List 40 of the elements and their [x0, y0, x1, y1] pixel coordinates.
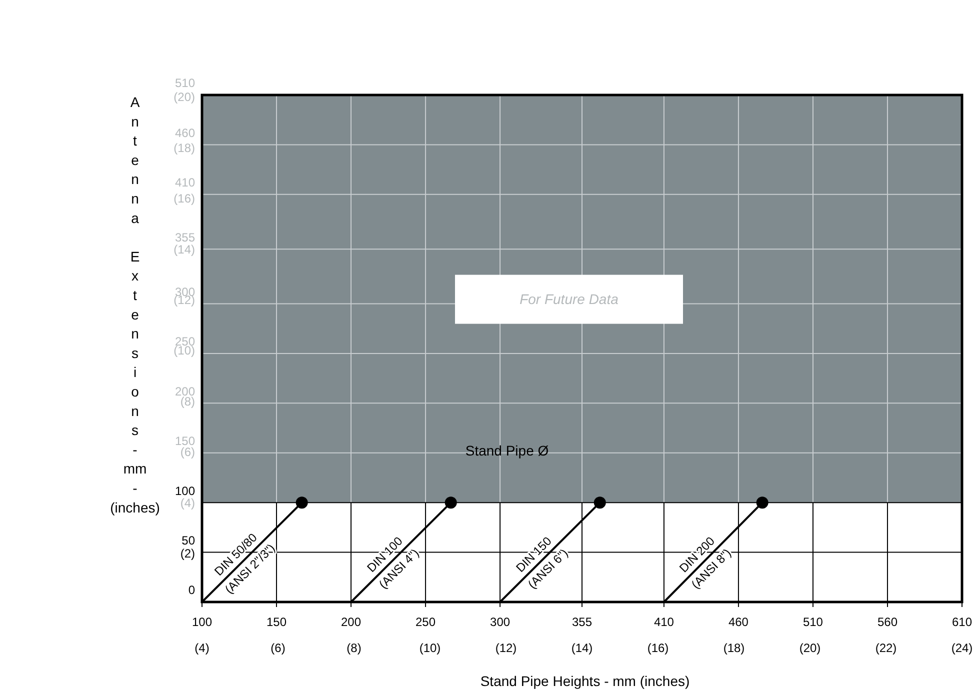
x2-tick-label: (10)	[419, 641, 441, 655]
x2-tick-label: (18)	[723, 641, 745, 655]
annotation: Stand Pipe Ø	[465, 442, 549, 459]
y-tick-label: 460	[174, 126, 196, 140]
y-tick-label: 50	[182, 533, 196, 548]
x2-tick-label: (6)	[270, 641, 286, 655]
y-tick-label: 410	[174, 176, 196, 190]
x2-tick-label: (8)	[346, 641, 362, 655]
y2-tick-label: (4)	[180, 496, 195, 510]
x-tick-label: 300	[490, 615, 510, 629]
y2-tick-label: (18)	[174, 140, 195, 155]
y-tick-label: 100	[174, 484, 196, 498]
x-tick-label: 510	[802, 615, 824, 629]
y2-tick-label: (20)	[174, 90, 195, 104]
y2-tick-label: (14)	[174, 242, 195, 256]
x-tick-label: 355	[572, 615, 592, 629]
band-label: For Future Data	[520, 290, 619, 307]
y2-tick-label: (16)	[174, 192, 195, 206]
text: Antenna Extensions - mm - (inches)	[110, 94, 160, 516]
y-tick-label: 0	[188, 583, 196, 598]
y2-tick-label: (2)	[180, 546, 195, 560]
x2-tick-label: (24)	[951, 641, 973, 655]
note-box: For Future Data	[455, 274, 683, 324]
x-tick-label: 100	[192, 615, 212, 629]
y-tick-label: 355	[174, 230, 196, 244]
x-tick-label: 460	[728, 615, 749, 629]
x-axis-title: Stand Pipe Heights - mm (inches)	[480, 673, 690, 689]
x2-tick-label: (20)	[799, 641, 821, 655]
y-tick-label: 510	[174, 76, 196, 90]
x2-tick-label: (12)	[495, 641, 517, 655]
x2-tick-label: (14)	[571, 641, 593, 655]
x-tick-label: 150	[266, 615, 287, 629]
x2-tick-label: (22)	[875, 641, 897, 655]
x-tick-label: 560	[877, 615, 898, 629]
x-tick-label: 250	[416, 615, 436, 629]
x-tick-label: 610	[952, 615, 972, 629]
x2-tick-label: (16)	[647, 641, 669, 655]
x-tick-label: 200	[341, 615, 362, 629]
x2-tick-label: (4)	[194, 641, 210, 655]
x-tick-label: 410	[654, 615, 674, 629]
